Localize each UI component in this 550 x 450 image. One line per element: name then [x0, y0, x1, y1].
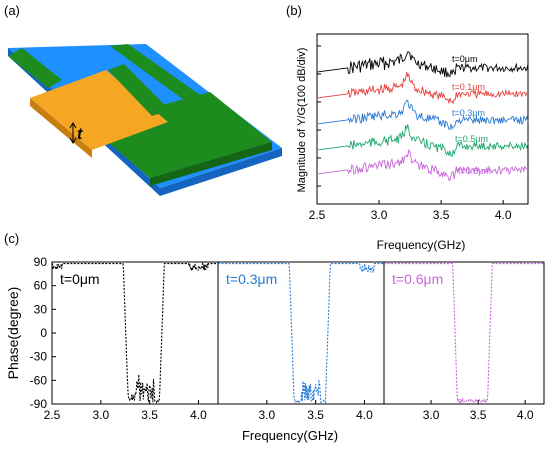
phase-subplot: t=0μm 2.5 3.0 3.5 4.0: [44, 261, 219, 422]
phase-y-tick-label: 60: [34, 279, 48, 293]
magnitude-y-ticks: [317, 45, 321, 187]
thickness-arrowheads: [69, 122, 77, 144]
electrode-bar: [108, 64, 170, 116]
phase-x-tick-label: 3.5: [470, 408, 487, 422]
panel-label-b: (b): [286, 3, 302, 18]
magnitude-x-tick-label: 4.0: [495, 208, 512, 222]
magnitude-x-axis-label: Frequency(GHz): [377, 238, 466, 252]
panel-label-a: (a): [4, 3, 20, 18]
phase-y-tick-label: 0: [40, 326, 47, 340]
phase-x-tick-label: 3.0: [423, 408, 440, 422]
magnitude-series-label: t=0.1μm: [452, 82, 485, 92]
magnitude-x-ticks: 2.5 3.0 3.5 4.0: [309, 200, 512, 222]
phase-x-tick-label: 3.5: [307, 408, 324, 422]
magnitude-x-tick-label: 2.5: [309, 208, 326, 222]
magnitude-series-line: [316, 149, 529, 181]
phase-y-axis-label: Phase(degree): [5, 287, 21, 380]
magnitude-series-group: [316, 51, 529, 181]
phase-y-tick-label: 90: [34, 255, 48, 269]
magnitude-plot-frame: [316, 33, 529, 205]
phase-subplot: t=0.3μm 3.0 3.5 4.0: [217, 261, 385, 422]
phase-series-label: t=0μm: [60, 271, 100, 287]
magnitude-series-line: [316, 124, 529, 158]
thickness-label: t: [77, 126, 83, 143]
panel-label-c: (c): [4, 231, 19, 246]
phase-x-tick-label: 4.0: [517, 408, 534, 422]
electrode-strip-top: [110, 44, 200, 100]
phase-series-label: t=0.3μm: [226, 271, 277, 287]
electrode-pad-side: [150, 142, 272, 186]
phase-y-tick-label: -90: [30, 397, 48, 411]
substrate-front: [160, 148, 282, 196]
magnitude-series-label: t=0.3μm: [452, 108, 485, 118]
phase-x-tick-label: 4.0: [190, 408, 207, 422]
phase-x-tick-label: 2.5: [44, 408, 61, 422]
phase-x-tick-label: 3.0: [92, 408, 109, 422]
magnitude-series-label: t=0.6μm: [458, 166, 491, 176]
magnitude-x-tick-label: 3.0: [371, 208, 388, 222]
phase-x-tick-label: 3.0: [258, 408, 275, 422]
magnitude-series-line: [316, 71, 528, 105]
device-schematic: t: [8, 44, 282, 196]
magnitude-series-label: t=0.5μm: [455, 134, 488, 144]
magnitude-chart: t=0μm t=0.1μm t=0.3μm t=0.5μm t=0.6μm 2.5 3.0…: [296, 33, 529, 252]
phase-series-label: t=0.6μm: [392, 271, 443, 287]
electrode-strip-left: [8, 48, 62, 88]
piezo-film-side: [30, 98, 92, 158]
magnitude-series-line: [316, 51, 529, 78]
magnitude-series-line: [316, 99, 529, 131]
magnitude-series-label: t=0μm: [452, 54, 477, 64]
phase-series-line: [218, 263, 384, 405]
phase-y-ticks: 90 60 30 0 -30 -60 -90: [30, 255, 56, 411]
phase-y-tick-label: -60: [30, 373, 48, 387]
phase-subplot-frame: [383, 261, 545, 405]
phase-series-line: [384, 263, 544, 405]
piezo-film-top: [30, 70, 168, 150]
phase-x-tick-label: 4.0: [356, 408, 373, 422]
phase-series-line: [51, 261, 218, 404]
phase-x-tick-label: 3.5: [141, 408, 158, 422]
phase-y-tick-label: -30: [30, 350, 48, 364]
phase-subplot: t=0.6μm 3.0 3.5 4.0: [383, 261, 545, 422]
phase-y-tick-label: 30: [34, 302, 48, 316]
magnitude-series-labels: t=0μm t=0.1μm t=0.3μm t=0.5μm t=0.6μm: [452, 54, 491, 176]
magnitude-y-axis-label: Magnitude of Y/G(100 dB/div): [296, 48, 308, 193]
magnitude-x-tick-label: 3.5: [433, 208, 450, 222]
phase-x-axis-label: Frequency(GHz): [242, 428, 338, 443]
